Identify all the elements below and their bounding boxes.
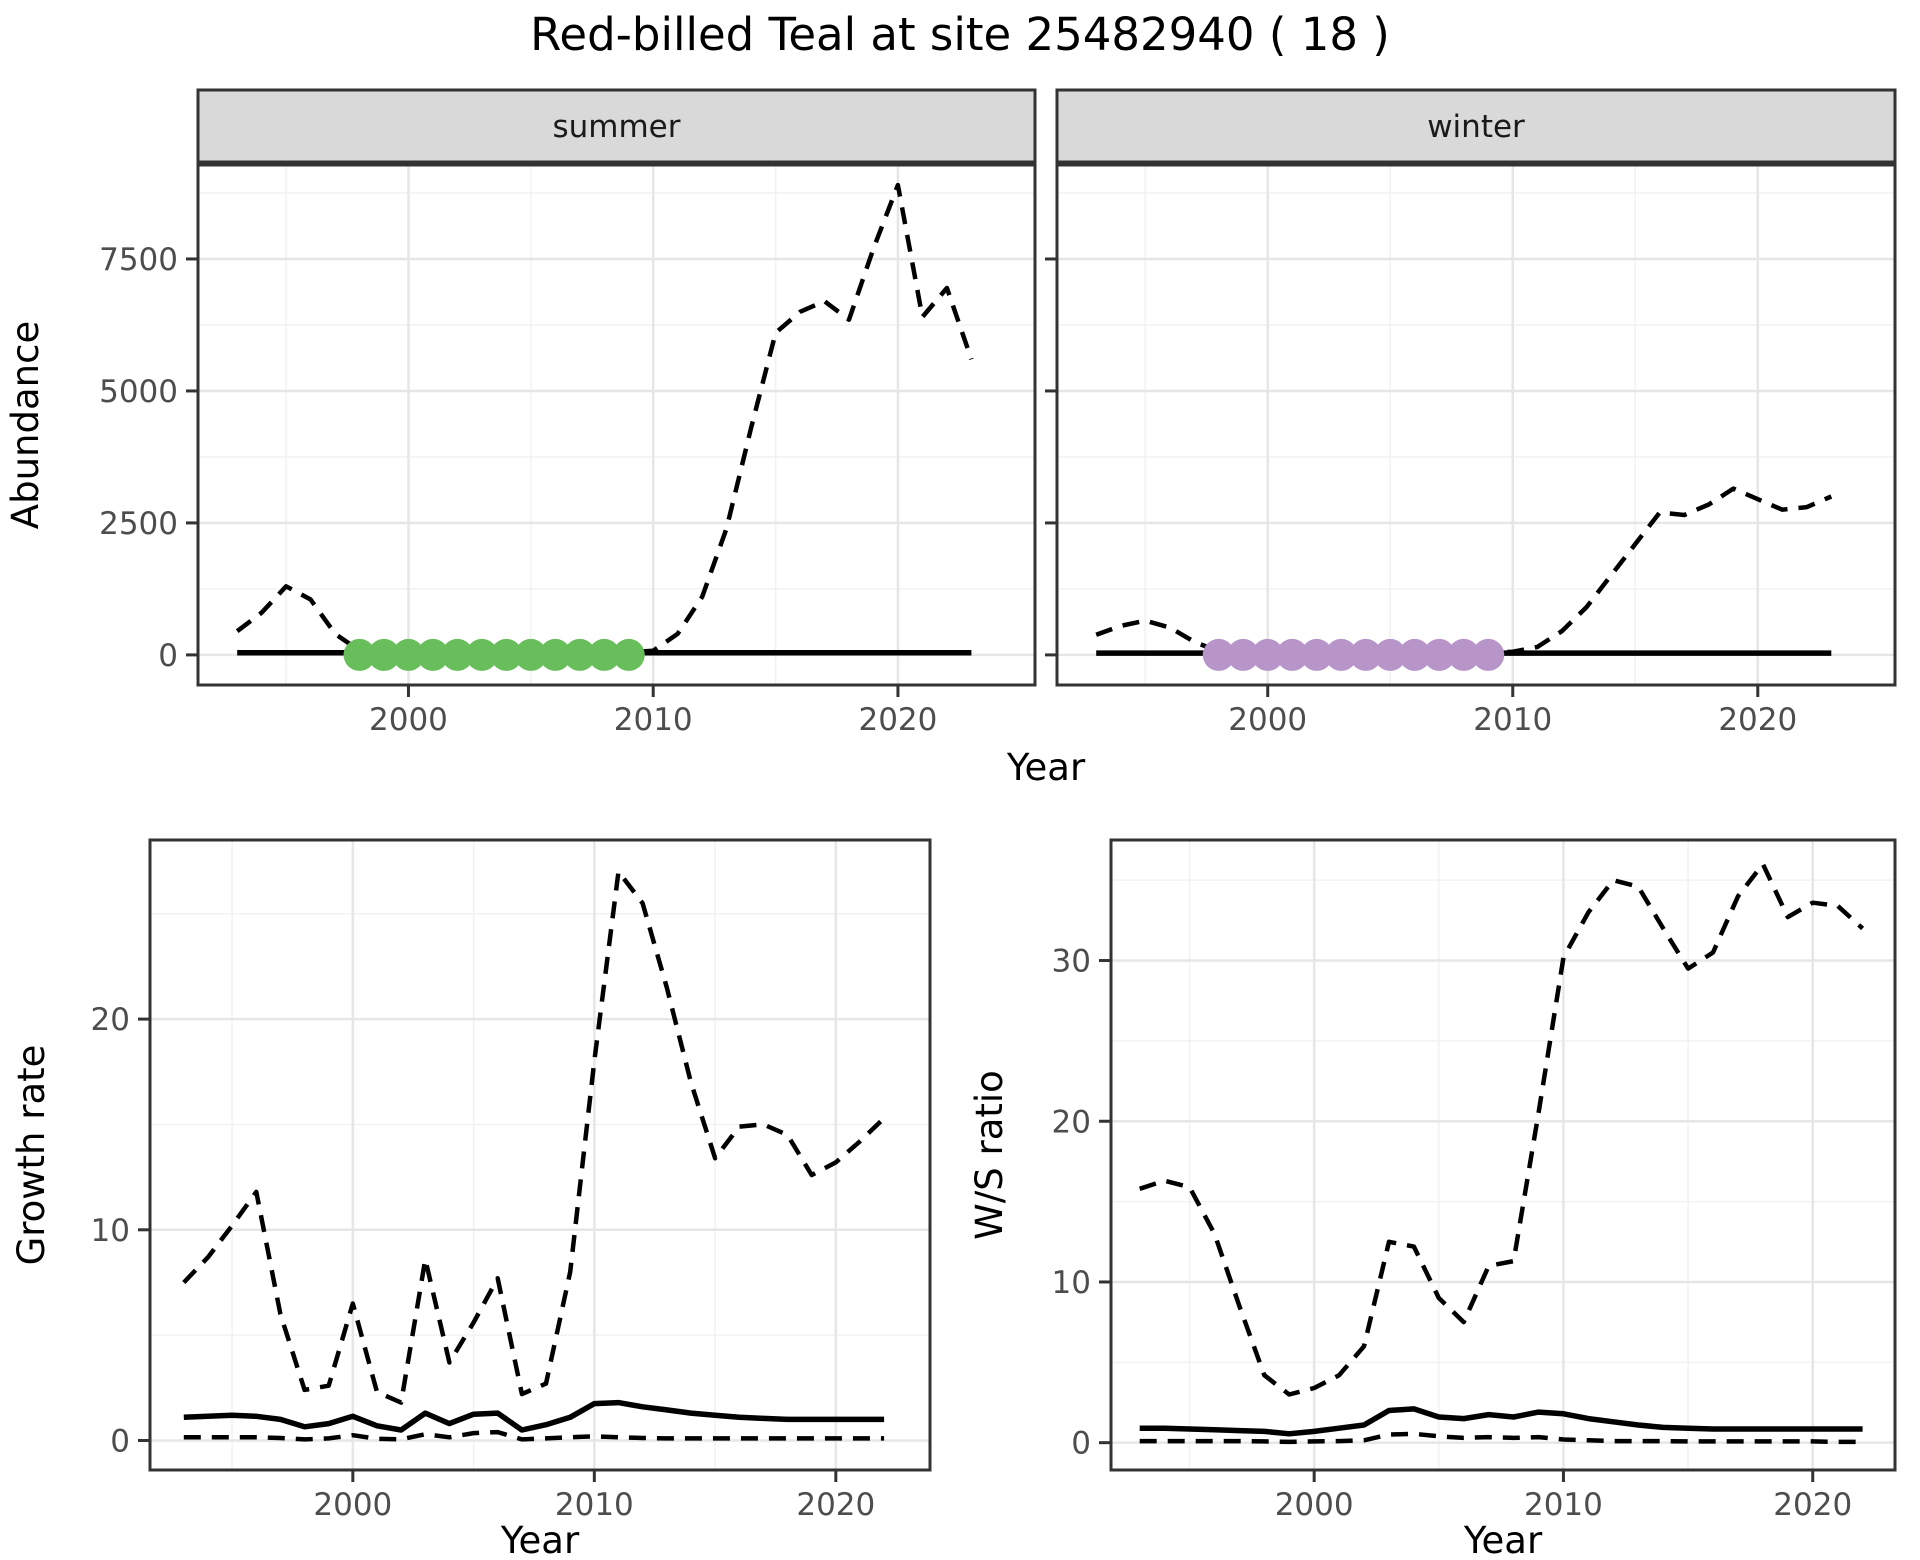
x-tick-label: 2010: [1473, 702, 1552, 738]
imputed-point: [1472, 638, 1505, 671]
gridlines-minor: [198, 165, 1035, 685]
y-tick-label: 20: [91, 1002, 130, 1038]
imputed-point: [1276, 638, 1309, 671]
facet-strip-label: winter: [1427, 109, 1525, 145]
panel-border: [1055, 163, 1897, 687]
panel-background: [1057, 165, 1895, 685]
imputed-point: [539, 638, 572, 671]
imputed-point: [343, 638, 376, 671]
imputed-point: [1447, 638, 1480, 671]
facet-strip: [196, 88, 1037, 164]
gridlines-major: [1111, 840, 1895, 1470]
panel-background: [198, 165, 1035, 685]
y-tick-label: 2500: [99, 506, 178, 542]
ws-x-axis-title: Year: [1463, 1519, 1543, 1560]
growth-lower-ci-line: [183, 1429, 885, 1442]
winter-imputed-points: [1202, 638, 1505, 671]
imputed-point: [441, 638, 474, 671]
summer-observed-count-line: [235, 182, 974, 656]
y-tick-label: 7500: [99, 242, 178, 278]
panel-growth: 2000 2010 2020 0 10 20 Year Growth rate: [10, 838, 932, 1560]
y-tick-label: 0: [158, 638, 178, 674]
x-tick-label: 2020: [1773, 1487, 1852, 1523]
x-tick-label: 2020: [796, 1487, 875, 1523]
y-tick-label: 0: [110, 1424, 130, 1460]
gridlines-minor: [1111, 840, 1895, 1470]
imputed-point: [588, 638, 621, 671]
imputed-point: [1227, 638, 1260, 671]
imputed-point: [1202, 638, 1235, 671]
imputed-point: [514, 638, 547, 671]
imputed-point: [1300, 638, 1333, 671]
panel-ws: 2000 2010 2020 0 10 20 30 Year W/S ratio: [968, 838, 1897, 1560]
y-tick-label: 0: [1071, 1426, 1091, 1462]
x-tick-label: 2020: [1718, 702, 1797, 738]
imputed-point: [1398, 638, 1431, 671]
facet-strip-label: summer: [552, 109, 680, 145]
imputed-point: [1325, 638, 1358, 671]
x-tick-label: 2010: [555, 1487, 634, 1523]
ws-lower-ci-line: [1139, 1431, 1863, 1445]
imputed-point: [612, 638, 645, 671]
imputed-point: [1251, 638, 1284, 671]
y-tick-label: 5000: [99, 374, 178, 410]
imputed-point: [1374, 638, 1407, 671]
imputed-point: [368, 638, 400, 671]
x-tick-label: 2000: [313, 1487, 392, 1523]
chart-title: Red-billed Teal at site 25482940 ( 18 ): [530, 8, 1390, 61]
panel-border: [148, 838, 932, 1472]
x-tick-label: 2000: [369, 702, 448, 738]
ws-upper-ci-line: [1139, 861, 1865, 1397]
growth-upper-ci-line: [182, 869, 886, 1405]
imputed-point: [1349, 638, 1382, 671]
growth-y-axis-title: Growth rate: [10, 1045, 53, 1266]
summer-y-axis-title: Abundance: [4, 321, 47, 529]
imputed-point: [465, 638, 498, 671]
summer-imputed-points: [343, 638, 645, 671]
x-tick-label: 2010: [614, 702, 693, 738]
growth-estimate-line: [183, 1399, 885, 1433]
x-tick-label: 2000: [1228, 702, 1307, 738]
gridlines-major: [150, 840, 930, 1470]
y-tick-label: 10: [91, 1213, 130, 1249]
panel-background: [1111, 840, 1895, 1470]
panel-winter: winter 2000 2010 2020: [1045, 88, 1897, 738]
panel-border: [1109, 838, 1897, 1472]
gridlines-major: [1057, 165, 1895, 685]
x-tick-label: 2020: [858, 702, 937, 738]
ws-estimate-line: [1139, 1406, 1863, 1437]
panel-background: [150, 840, 930, 1470]
y-tick-label: 10: [1052, 1265, 1091, 1301]
imputed-point: [392, 638, 425, 671]
y-tick-label: 30: [1052, 944, 1091, 980]
ws-y-axis-title: W/S ratio: [968, 1070, 1011, 1240]
y-tick-label: 20: [1052, 1104, 1091, 1140]
panel-border: [196, 163, 1037, 687]
x-tick-label: 2010: [1524, 1487, 1603, 1523]
imputed-point: [1423, 638, 1456, 671]
gridlines-minor: [1057, 165, 1895, 685]
imputed-point: [490, 638, 523, 671]
panel-summer: summer 2000 2010 2020 0 2500 5000 7500 Year Abund…: [4, 88, 1086, 789]
facet-strip: [1055, 88, 1897, 164]
summer-x-axis-title: Year: [1006, 746, 1086, 789]
imputed-point: [563, 638, 596, 671]
imputed-point: [416, 638, 449, 671]
growth-x-axis-title: Year: [500, 1519, 580, 1560]
gridlines-minor: [150, 840, 930, 1470]
x-tick-label: 2000: [1275, 1487, 1354, 1523]
